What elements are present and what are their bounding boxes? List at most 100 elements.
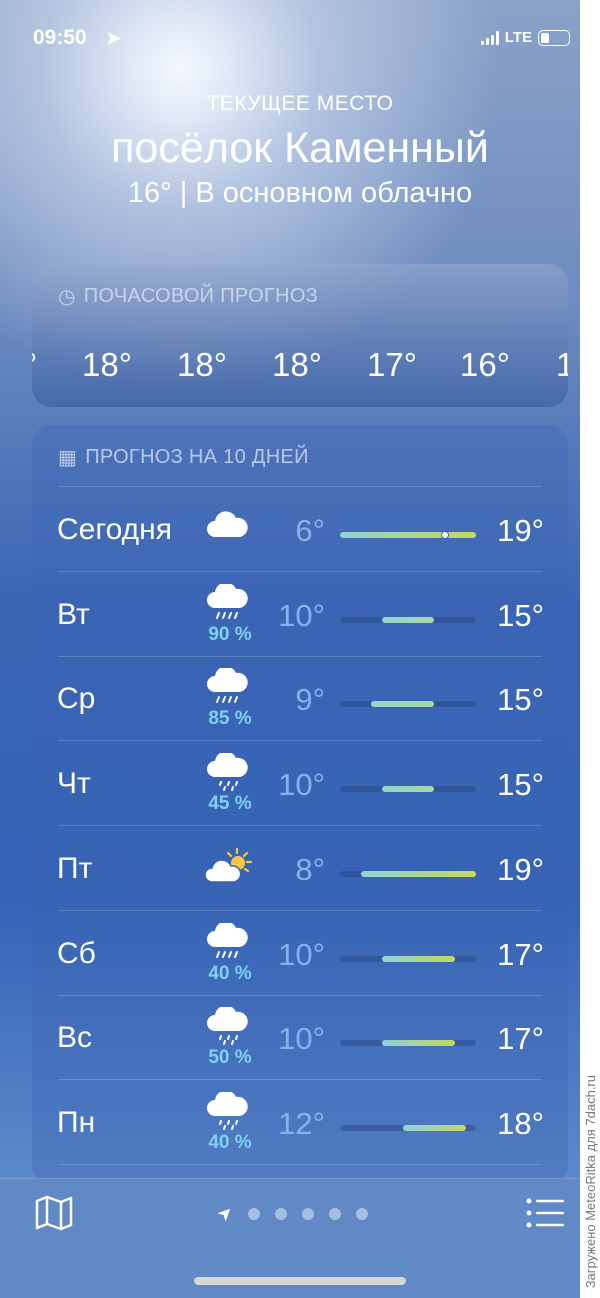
hourly-temp: 18°	[82, 346, 132, 383]
temp-range-fill	[340, 532, 476, 538]
low-temp: 10°	[278, 1021, 325, 1057]
hourly-temp: °	[32, 346, 37, 384]
divider	[58, 1163, 542, 1165]
temp-range-bar	[340, 531, 476, 539]
temp-range-bar	[340, 701, 476, 708]
hourly-forecast-card[interactable]: ◷ ПОЧАСОВОЙ ПРОГНОЗ ° 18° 18° 18° 17° 16°…	[32, 264, 568, 407]
forecast-row[interactable]: Сб 40 % 10° 17°	[32, 911, 568, 995]
location-subtitle: ТЕКУЩЕЕ МЕСТО	[206, 92, 394, 115]
location-arrow-icon: ➤	[106, 28, 122, 48]
hourly-scroller[interactable]: ° 18° 18° 18° 17° 16° 1	[32, 346, 568, 386]
cloud-rain-icon	[204, 920, 250, 968]
cloud-sun-icon	[204, 847, 253, 889]
weather-app: 09:50 ➤ LTE ТЕКУЩЕЕ МЕСТО посёлок Каменн…	[0, 26, 580, 1298]
page-dot[interactable]	[275, 1207, 288, 1220]
day-label: Чт	[57, 767, 91, 801]
forecast-row[interactable]: Вт 90 % 10° 15°	[32, 572, 568, 656]
divider	[58, 486, 542, 487]
low-temp: 12°	[278, 1105, 325, 1141]
high-temp: 15°	[497, 597, 544, 633]
cloud-drizzle-icon	[204, 1005, 250, 1052]
current-conditions: 16° | В основном облачно	[0, 177, 580, 210]
current-weather-header: ТЕКУЩЕЕ МЕСТО посёлок Каменный 16° | В о…	[0, 92, 580, 210]
status-time: 09:50	[33, 26, 87, 49]
high-temp: 18°	[497, 1105, 544, 1141]
temp-range-bar	[340, 1124, 476, 1131]
low-temp: 9°	[295, 682, 325, 718]
precip-chance: 50 %	[208, 1047, 252, 1069]
precip-chance: 40 %	[208, 1131, 252, 1153]
day-label: Вт	[57, 597, 90, 631]
divider	[58, 571, 542, 572]
locations-list-button[interactable]	[526, 1197, 566, 1234]
forecast-row[interactable]: Ср 85 % 9° 15°	[32, 656, 568, 740]
high-temp: 19°	[497, 851, 544, 887]
hourly-temp: 16°	[460, 346, 510, 383]
calendar-icon: ▦	[58, 447, 78, 469]
temp-range-fill	[381, 955, 456, 962]
temp-range-fill	[371, 701, 435, 708]
list-icon	[526, 1198, 564, 1228]
page-dot[interactable]	[248, 1207, 261, 1220]
hourly-temp: 18°	[272, 346, 322, 383]
signal-icon	[480, 30, 499, 45]
high-temp: 17°	[497, 936, 544, 972]
watermark: Загружено MeteoRitka для 7dach.ru	[580, 0, 600, 1298]
temp-range-bar	[340, 1040, 476, 1047]
temp-range-bar	[340, 786, 476, 793]
low-temp: 10°	[278, 936, 325, 972]
temp-range-fill	[360, 870, 476, 877]
day-label: Сб	[57, 936, 96, 970]
day-label: Пн	[57, 1105, 96, 1139]
cloud-drizzle-icon	[204, 1090, 250, 1137]
daily-title: ПРОГНОЗ НА 10 ДНЕЙ	[85, 446, 309, 468]
page-dot[interactable]	[329, 1207, 342, 1220]
city-name: посёлок Каменный	[111, 124, 489, 172]
condition-text: В основном облачно	[195, 177, 473, 209]
day-label: Сегодня	[57, 513, 172, 546]
ten-day-forecast-card: ▦ ПРОГНОЗ НА 10 ДНЕЙ Сегодня 6° 19° Вт 90 % 10…	[32, 425, 568, 1185]
watermark-text: Загружено MeteoRitka для 7dach.ru	[583, 1074, 598, 1288]
forecast-row[interactable]: Сегодня 6° 19°	[32, 487, 568, 571]
hourly-temp: 18°	[177, 346, 227, 383]
temp-range-fill	[381, 1040, 456, 1047]
temp-range-fill	[381, 786, 435, 793]
cloud-rain-icon	[204, 666, 250, 713]
high-temp: 17°	[497, 1021, 544, 1057]
separator: |	[179, 177, 188, 209]
forecast-row[interactable]: Вс 50 % 10° 17°	[32, 995, 568, 1079]
bottom-toolbar: ➤	[0, 1178, 580, 1298]
precip-chance: 40 %	[208, 962, 252, 984]
cloud-icon	[204, 509, 250, 544]
temp-range-fill	[381, 616, 435, 623]
low-temp: 10°	[278, 767, 325, 803]
home-indicator[interactable]	[194, 1277, 406, 1285]
day-label: Ср	[57, 682, 96, 716]
page-dot[interactable]	[356, 1207, 369, 1220]
temp-range-bar	[340, 870, 476, 877]
current-location-page-icon[interactable]: ➤	[212, 1200, 238, 1226]
hourly-title: ПОЧАСОВОЙ ПРОГНОЗ	[83, 285, 319, 307]
forecast-row[interactable]: Чт 45 % 10° 15°	[32, 741, 568, 825]
battery-icon	[538, 29, 570, 46]
precip-chance: 90 %	[208, 623, 252, 645]
forecast-row[interactable]: Пт 8° 19°	[32, 826, 568, 910]
high-temp: 15°	[497, 767, 544, 803]
forecast-row[interactable]: Пн 40 % 12° 18°	[32, 1080, 568, 1164]
high-temp: 19°	[497, 513, 544, 548]
precip-chance: 85 %	[208, 708, 252, 730]
temp-range-fill	[402, 1124, 466, 1131]
page-indicator[interactable]: ➤	[213, 1201, 369, 1226]
map-button[interactable]	[34, 1195, 74, 1236]
cloud-rain-icon	[204, 582, 250, 629]
current-temp-dot	[440, 531, 449, 539]
status-bar: 09:50 ➤ LTE	[33, 26, 570, 52]
divider	[58, 909, 542, 911]
map-icon	[35, 1195, 73, 1231]
day-label: Пт	[57, 851, 93, 885]
divider	[58, 825, 542, 827]
low-temp: 10°	[278, 597, 325, 633]
hourly-temp: 17°	[367, 346, 417, 383]
low-temp: 8°	[295, 851, 325, 887]
page-dot[interactable]	[302, 1207, 315, 1220]
